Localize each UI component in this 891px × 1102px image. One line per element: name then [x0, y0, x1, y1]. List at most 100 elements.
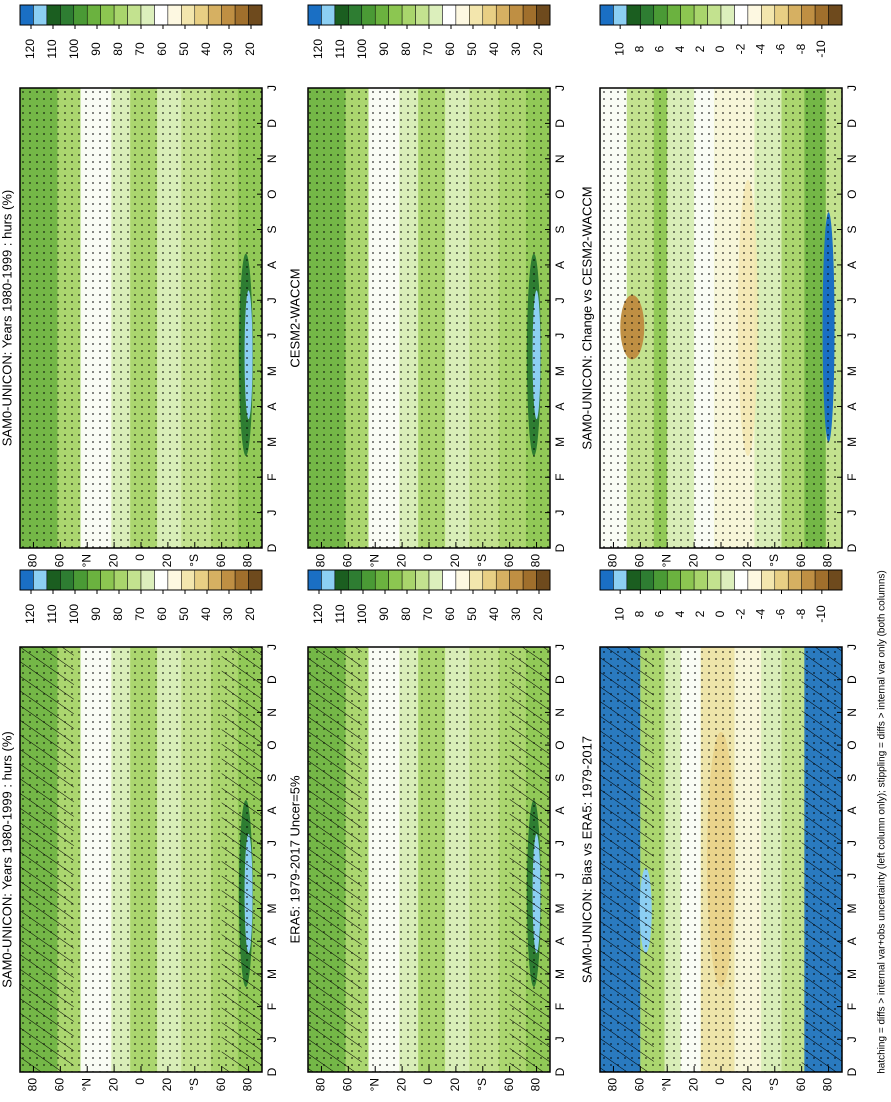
plot-area: [308, 88, 550, 548]
colorbar-swatch: [522, 4, 537, 26]
y-tick-label: °S: [767, 1078, 781, 1091]
colorbar-swatch: [666, 569, 681, 591]
colorbar-label: 30: [221, 42, 235, 56]
plot-area: [600, 88, 842, 548]
colorbar-label: 20: [531, 42, 545, 56]
colorbar-swatch: [19, 569, 34, 591]
x-tick-label: J: [553, 85, 567, 91]
colorbar-label: -6: [774, 608, 788, 619]
colorbar-swatch: [455, 4, 470, 26]
colorbar-swatch: [321, 4, 336, 26]
colorbar-swatch: [113, 569, 128, 591]
stipple: [20, 88, 262, 548]
colorbar-label: 6: [653, 610, 667, 617]
y-tick-label: 60: [53, 554, 67, 568]
colorbar-swatch: [86, 4, 101, 26]
y-tick-label: 60: [633, 1078, 647, 1092]
colorbar-label: 60: [155, 42, 169, 56]
colorbar-swatch: [361, 4, 376, 26]
colorbar-swatch: [181, 569, 196, 591]
x-tick-label: J: [265, 297, 279, 303]
colorbar-swatch: [828, 4, 843, 26]
colorbar-swatch: [613, 569, 628, 591]
colorbar-swatch: [509, 569, 524, 591]
colorbar-swatch: [167, 4, 182, 26]
colorbar-swatch: [248, 569, 263, 591]
colorbar-label: 120: [23, 604, 37, 624]
colorbar-swatch: [680, 569, 695, 591]
x-tick-label: F: [265, 1003, 279, 1010]
x-tick-label: O: [845, 740, 859, 749]
x-tick-label: N: [553, 708, 567, 717]
hatching: [801, 647, 842, 1072]
colorbar-swatch: [442, 569, 457, 591]
stipple: [308, 88, 550, 548]
plot-area: [600, 647, 842, 1072]
colorbar-swatch: [46, 4, 61, 26]
colorbar-label: 8: [633, 610, 647, 617]
colorbar-swatch: [194, 569, 209, 591]
colorbar-swatch: [207, 569, 222, 591]
colorbar-label: 70: [133, 42, 147, 56]
y-tick-label: 80: [606, 1078, 620, 1092]
hatching: [221, 647, 262, 1072]
colorbar-swatch: [86, 569, 101, 591]
colorbar-swatch: [469, 4, 484, 26]
colorbar-swatch: [140, 569, 155, 591]
colorbar-swatch: [415, 4, 430, 26]
x-tick-label: J: [845, 297, 859, 303]
colorbar-swatch: [33, 4, 48, 26]
colorbar-label: 4: [673, 610, 687, 617]
y-tick-label: °N: [367, 554, 381, 567]
x-tick-label: M: [265, 366, 279, 376]
colorbar-swatch: [640, 4, 655, 26]
x-tick-label: N: [265, 154, 279, 163]
y-tick-label: °N: [79, 554, 93, 567]
colorbar-swatch: [248, 4, 263, 26]
x-tick-label: D: [845, 119, 859, 128]
colorbar-swatch: [828, 569, 843, 591]
colorbar-label: -6: [774, 43, 788, 54]
colorbar-swatch: [140, 4, 155, 26]
colorbar-swatch: [361, 569, 376, 591]
colorbar-label: 100: [355, 604, 369, 624]
x-tick-label: M: [265, 904, 279, 914]
hatching: [308, 647, 362, 1072]
colorbar-swatch: [469, 569, 484, 591]
y-tick-label: 20: [160, 1078, 174, 1092]
x-tick-label: J: [553, 297, 567, 303]
colorbar-label: 80: [399, 42, 413, 56]
colorbar-label: 30: [221, 607, 235, 621]
x-tick-label: A: [265, 402, 279, 410]
x-tick-label: J: [265, 1036, 279, 1042]
y-tick-label: 20: [394, 554, 408, 568]
colorbar-swatch: [455, 569, 470, 591]
colorbar-label: 10: [612, 607, 626, 621]
colorbar-swatch: [100, 4, 115, 26]
colorbar-swatch: [734, 569, 749, 591]
colorbar-swatch: [60, 569, 75, 591]
x-tick-label: A: [265, 937, 279, 945]
x-tick-label: S: [265, 774, 279, 782]
colorbar-swatch: [640, 569, 655, 591]
x-tick-label: D: [553, 675, 567, 684]
colorbar-swatch: [626, 4, 641, 26]
colorbar-label: 100: [67, 604, 81, 624]
x-tick-label: S: [845, 774, 859, 782]
colorbar-swatch: [707, 4, 722, 26]
stipple: [600, 647, 842, 1072]
colorbar-label: -4: [754, 608, 768, 619]
y-tick-label: 60: [53, 1078, 67, 1092]
y-tick-label: °S: [187, 554, 201, 567]
x-tick-label: J: [553, 333, 567, 339]
stipple: [20, 647, 262, 1072]
colorbar-swatch: [666, 4, 681, 26]
y-tick-label: 60: [633, 554, 647, 568]
colorbar-swatch: [522, 569, 537, 591]
y-tick-label: °S: [187, 1078, 201, 1091]
x-tick-label: J: [265, 644, 279, 650]
colorbar-swatch: [495, 4, 510, 26]
y-tick-label: 80: [529, 554, 543, 568]
hatching: [600, 647, 654, 1072]
x-tick-label: D: [553, 543, 567, 552]
